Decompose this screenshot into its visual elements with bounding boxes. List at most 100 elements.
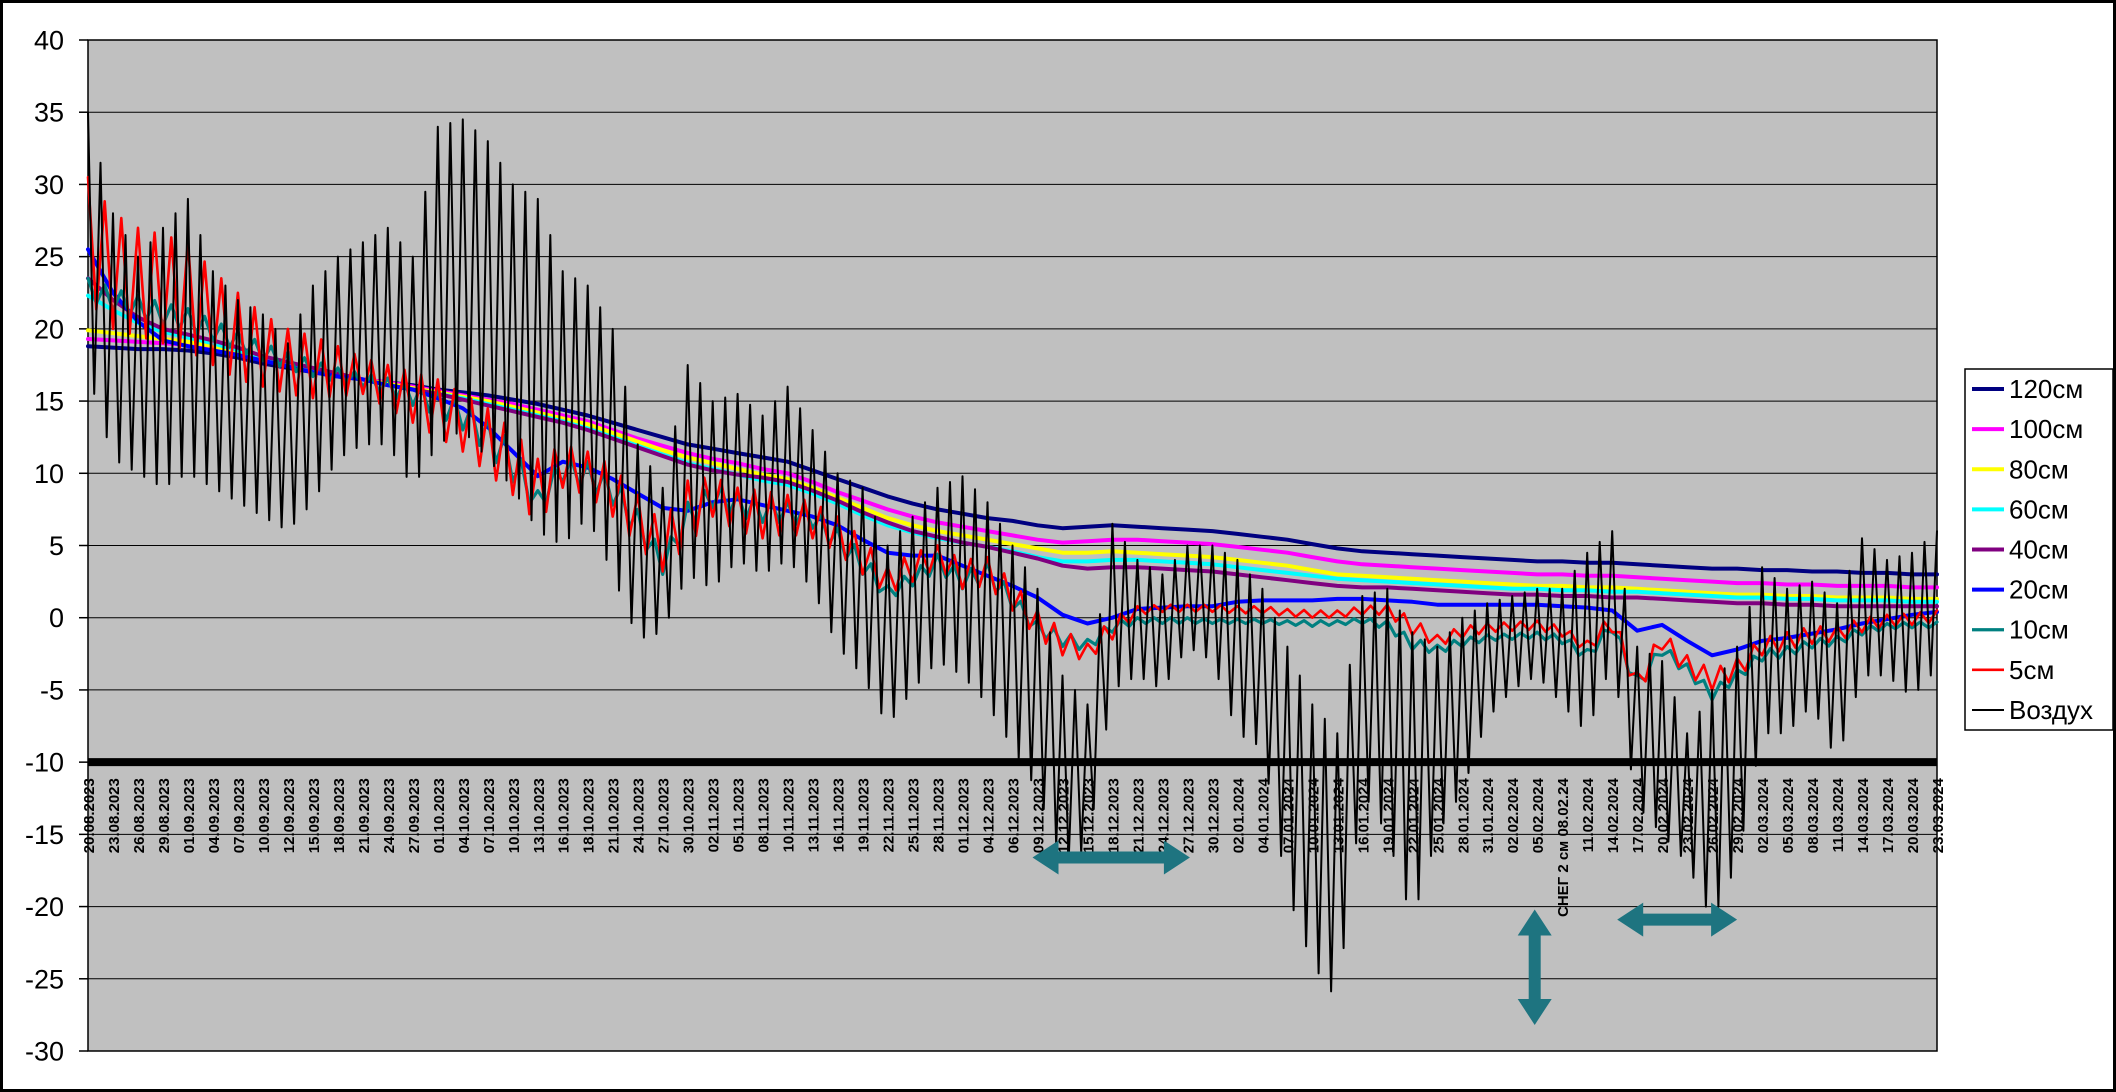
- annotation-arrow-horizontal[interactable]: [1032, 840, 1190, 875]
- legend-label: 40см: [2009, 535, 2069, 565]
- x-axis-label: 23.08.2023: [106, 778, 123, 853]
- x-axis-label: 13.11.2023: [806, 778, 823, 852]
- x-axis-label: 18.09.2023: [331, 778, 348, 853]
- x-axis-label: 19.11.2023: [856, 778, 873, 852]
- x-axis-label: 14.02.2024: [1605, 777, 1622, 853]
- x-axis-label: 29.08.2023: [156, 778, 173, 853]
- x-axis-label: 24.12.2023: [1155, 778, 1172, 853]
- y-axis-label: -5: [40, 675, 64, 705]
- legend[interactable]: 120см 100см 80см 60см 40см 20см 10см 5см Воздух: [1964, 368, 2114, 731]
- x-axis-label: 28.11.2023: [931, 778, 948, 852]
- x-axis-label: 08.03.2024: [1805, 777, 1822, 853]
- y-axis-label: 0: [49, 603, 64, 633]
- x-axis-label: 08.11.2023: [756, 778, 773, 852]
- x-axis-label: 02.11.2023: [706, 778, 723, 852]
- x-axis-label: 11.03.2024: [1830, 777, 1847, 852]
- x-axis-label: 02.01.2024: [1230, 777, 1247, 853]
- x-axis-label: 30.10.2023: [681, 778, 698, 853]
- x-axis-label: 07.09.2023: [231, 778, 248, 853]
- legend-item-10см[interactable]: 10см: [1972, 615, 2069, 645]
- x-axis-label: 23.03.2024: [1930, 777, 1947, 853]
- y-axis-label: 40: [34, 26, 64, 56]
- x-axis-label: 10.09.2023: [256, 778, 273, 853]
- x-axis-label: 10.10.2023: [506, 778, 523, 853]
- x-axis-label: 10.11.2023: [781, 778, 798, 852]
- x-axis-label: 22.11.2023: [881, 778, 898, 852]
- x-axis-label: 04.12.2023: [981, 778, 998, 853]
- legend-item-40см[interactable]: 40см: [1972, 535, 2069, 565]
- legend-label: 5см: [2009, 655, 2054, 685]
- x-axis-label: 16.10.2023: [556, 778, 573, 853]
- legend-item-60см[interactable]: 60см: [1972, 494, 2069, 524]
- y-axis-label: -20: [25, 892, 64, 922]
- x-axis-label: 15.09.2023: [306, 778, 323, 853]
- x-axis-label: 04.09.2023: [206, 778, 223, 853]
- x-axis-label: 21.12.2023: [1130, 778, 1147, 853]
- series-line-Воздух: [87, 111, 1938, 993]
- x-axis-label: 25.11.2023: [906, 778, 923, 852]
- x-axis-label: 31.01.2024: [1480, 777, 1497, 853]
- x-axis-label: 27.09.2023: [406, 778, 423, 853]
- legend-label: 10см: [2009, 615, 2069, 645]
- x-axis-label: 20.03.2024: [1905, 777, 1922, 853]
- annotation-arrows[interactable]: [1032, 840, 1738, 1026]
- y-axis-label: 5: [49, 531, 64, 561]
- x-axis-label: 18.10.2023: [581, 778, 598, 853]
- y-axis-label: -30: [25, 1037, 64, 1067]
- x-axis-label: 30.12.2023: [1205, 778, 1222, 853]
- x-axis-label: 02.02.2024: [1505, 777, 1522, 853]
- x-axis-label: 21.10.2023: [606, 778, 623, 853]
- legend-item-5см[interactable]: 5см: [1972, 655, 2054, 685]
- y-axis-label: 15: [34, 387, 64, 417]
- legend-label: 80см: [2009, 454, 2069, 484]
- y-axis-label: 35: [34, 98, 64, 128]
- legend-label: Воздух: [2009, 695, 2093, 725]
- x-axis-label-snow-note: СНЕГ 2 см 08.02.24: [1555, 777, 1572, 917]
- annotation-arrow-horizontal[interactable]: [1617, 902, 1738, 937]
- x-axis-label: 04.10.2023: [456, 778, 473, 853]
- legend-item-100см[interactable]: 100см: [1972, 414, 2083, 444]
- x-axis-label: 18.12.2023: [1105, 778, 1122, 853]
- y-axis-labels: -30 -25 -20 -15 -10 -5 0 5 10 15 20 25 30 35 40: [25, 26, 64, 1067]
- annotation-arrow-vertical[interactable]: [1517, 909, 1552, 1026]
- legend-item-80см[interactable]: 80см: [1972, 454, 2069, 484]
- legend-label: 60см: [2009, 494, 2069, 524]
- x-axis-label: 13.10.2023: [531, 778, 548, 853]
- x-axis-label: 05.03.2024: [1780, 777, 1797, 853]
- x-axis-label: 07.01.2024: [1280, 777, 1297, 853]
- x-axis-label: 07.10.2023: [481, 778, 498, 853]
- x-axis-label: 12.09.2023: [281, 778, 298, 853]
- x-axis-label: 28.01.2024: [1455, 777, 1472, 853]
- y-axis-label: -10: [25, 748, 64, 778]
- x-axis-label: 16.11.2023: [831, 778, 848, 852]
- y-axis-label: 20: [34, 314, 64, 344]
- x-axis-label: 27.12.2023: [1180, 778, 1197, 853]
- legend-label: 100см: [2009, 414, 2083, 444]
- y-axis-label: 30: [34, 170, 64, 200]
- x-axis-label: 27.10.2023: [656, 778, 673, 853]
- x-axis-label: 01.10.2023: [431, 778, 448, 853]
- x-axis-label: 11.02.2024: [1580, 777, 1597, 852]
- series-lines: [86, 111, 1939, 993]
- x-axis-label: 05.11.2023: [731, 778, 748, 852]
- y-axis-label: -15: [25, 820, 64, 850]
- legend-label: 20см: [2009, 575, 2069, 605]
- x-axis-label: 14.03.2024: [1855, 777, 1872, 853]
- y-axis-label: 10: [34, 459, 64, 489]
- x-axis-label: 20.08.2023: [81, 778, 98, 853]
- y-axis-label: 25: [34, 242, 64, 272]
- x-axis-label: 06.12.2023: [1006, 778, 1023, 853]
- legend-item-Воздух[interactable]: Воздух: [1972, 695, 2093, 725]
- x-axis-label: 02.03.2024: [1755, 777, 1772, 853]
- legend-label: 120см: [2009, 374, 2083, 404]
- x-axis-label: 01.12.2023: [956, 778, 973, 853]
- x-axis-label: 24.09.2023: [381, 778, 398, 853]
- x-axis-label: 04.01.2024: [1255, 777, 1272, 853]
- y-axis-label: -25: [25, 964, 64, 994]
- legend-item-20см[interactable]: 20см: [1972, 575, 2069, 605]
- x-axis-label: 17.03.2024: [1880, 777, 1897, 853]
- x-axis-label: 01.09.2023: [181, 778, 198, 853]
- legend-item-120см[interactable]: 120см: [1972, 374, 2083, 404]
